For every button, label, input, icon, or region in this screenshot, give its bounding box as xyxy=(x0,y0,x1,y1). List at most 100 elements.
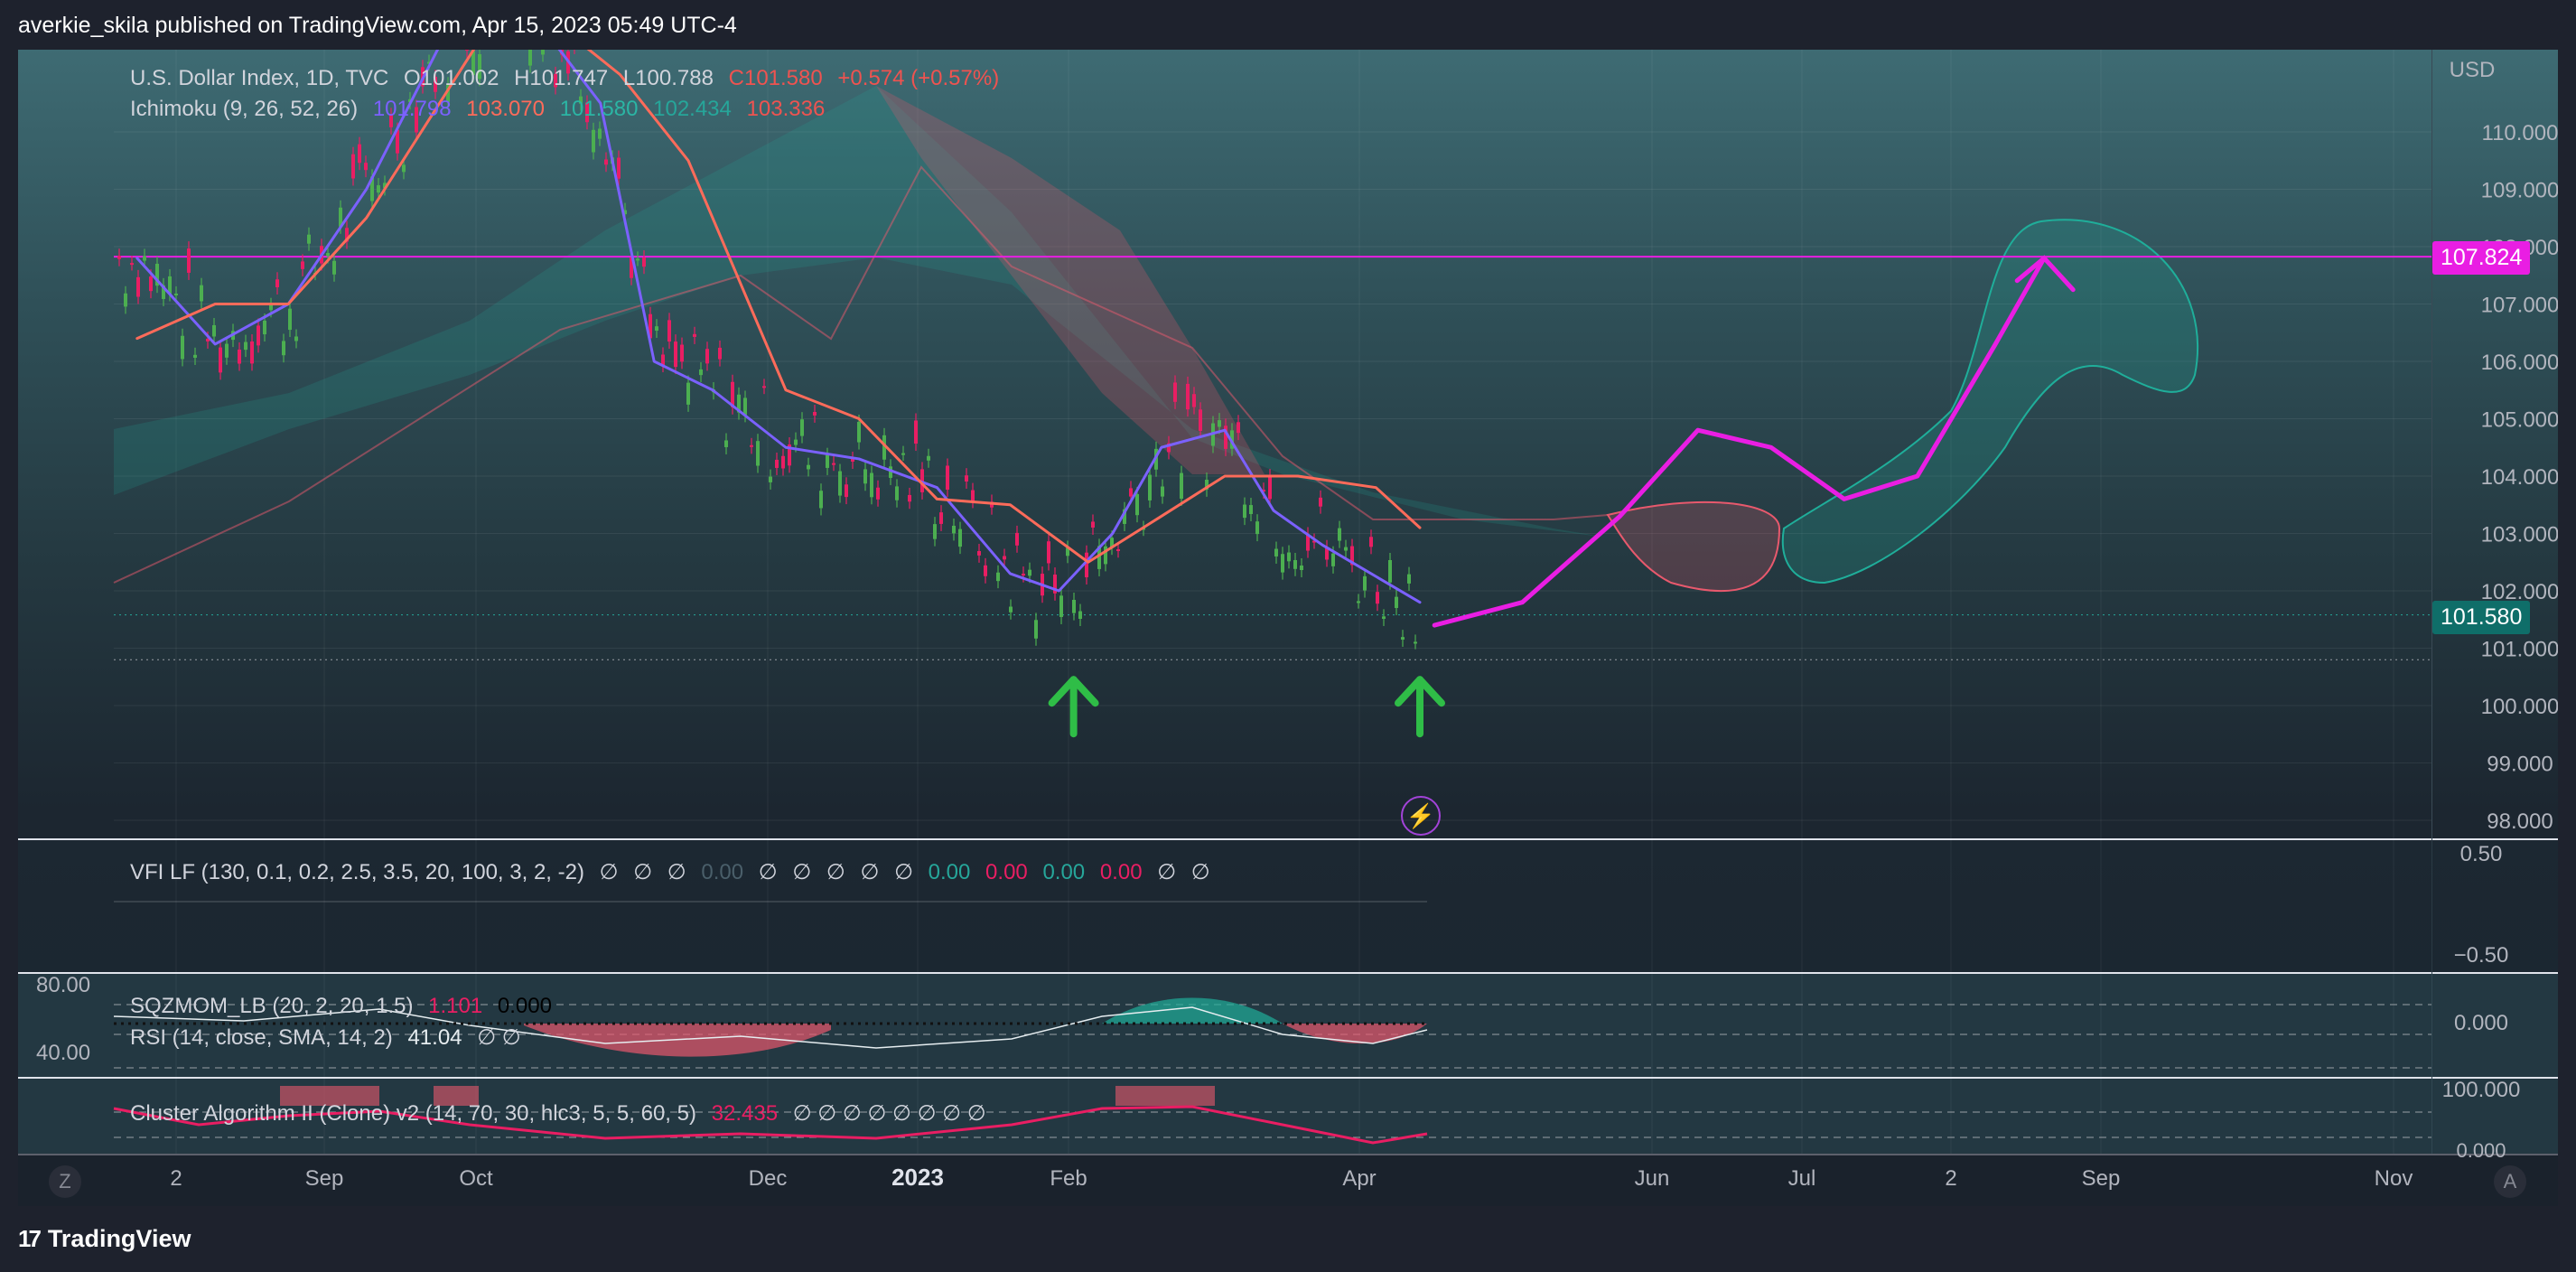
candle-body xyxy=(996,572,1000,582)
pane-separator xyxy=(18,1077,2558,1079)
candle-body xyxy=(857,421,861,443)
tenkan-line xyxy=(135,50,1422,604)
candle-body xyxy=(1300,566,1303,571)
candle-body xyxy=(1059,595,1063,617)
chart-frame[interactable]: 110.000109.000108.000107.000106.000105.0… xyxy=(18,50,2558,1206)
candle-body xyxy=(927,455,930,461)
sqz-legend[interactable]: SQZMOM_LB (20, 2, 20, 1.5) 1.101 0.000 xyxy=(130,994,561,1019)
auto-scale-button[interactable]: A xyxy=(2494,1165,2526,1198)
time-tick-label: 2023 xyxy=(891,1164,944,1191)
candle-body xyxy=(1053,575,1057,594)
candle-body xyxy=(1104,546,1107,565)
candle-body xyxy=(225,343,229,358)
cluster-legend[interactable]: Cluster Algorithm II (Clone) v2 (14, 70,… xyxy=(130,1100,995,1127)
candle-body xyxy=(977,550,981,556)
price-tick-label: 102.000 xyxy=(2481,580,2558,604)
candle-body xyxy=(617,157,621,179)
candle-body xyxy=(332,260,336,275)
candle-body xyxy=(705,349,709,364)
candle-body xyxy=(876,487,880,500)
candle-body xyxy=(1325,547,1329,560)
candle-body xyxy=(269,304,273,311)
candle-body xyxy=(1116,548,1120,551)
candle-body xyxy=(471,51,475,76)
candle-body xyxy=(863,469,867,484)
cluster-zone-red xyxy=(280,1086,379,1106)
up-arrow-icon xyxy=(1395,676,1445,707)
candle-body xyxy=(724,440,728,447)
timezone-button[interactable]: Z xyxy=(49,1165,81,1198)
candle-body xyxy=(826,454,829,468)
candle-body xyxy=(971,490,975,501)
candle-body xyxy=(1274,548,1278,556)
price-tick-label: 106.000 xyxy=(2481,351,2558,375)
candle-body xyxy=(117,256,121,259)
candle-body xyxy=(807,464,810,470)
candle-body xyxy=(396,129,399,154)
candle-body xyxy=(630,257,633,278)
candle-body xyxy=(402,164,406,173)
candle-body xyxy=(389,115,393,127)
rsi-legend[interactable]: RSI (14, close, SMA, 14, 2) 41.04 ∅ ∅ xyxy=(130,1024,530,1051)
candle-body xyxy=(636,258,639,261)
candle-body xyxy=(686,382,690,405)
candle-body xyxy=(168,276,172,295)
vfi-axis-label: 0.50 xyxy=(2460,842,2503,866)
vfi-v14: ∅ xyxy=(1190,860,1210,884)
main-legend[interactable]: U.S. Dollar Index, 1D, TVC O101.002 H101… xyxy=(130,66,1008,91)
tradingview-logo[interactable]: 17 TradingView xyxy=(18,1225,191,1253)
candle-body xyxy=(655,326,658,331)
chart-svg[interactable]: 110.000109.000108.000107.000106.000105.0… xyxy=(18,50,2558,1206)
candle-body xyxy=(1306,534,1310,551)
candle-body xyxy=(1047,541,1050,564)
candle-body xyxy=(838,471,842,496)
candle-body xyxy=(370,176,374,201)
candle-body xyxy=(1192,394,1196,407)
time-tick-label: Nov xyxy=(2375,1166,2413,1191)
candle-body xyxy=(1382,616,1386,619)
candle-body xyxy=(845,484,848,498)
time-tick-label: Oct xyxy=(459,1166,493,1191)
candle-body xyxy=(1009,606,1013,613)
cluster-label: Cluster Algorithm II (Clone) v2 (14, 70,… xyxy=(130,1101,696,1126)
vfi-v11: 0.00 xyxy=(1042,860,1086,884)
candle-body xyxy=(1262,490,1265,492)
candle-body xyxy=(238,349,241,364)
candle-body xyxy=(1312,540,1316,543)
ichimoku-legend[interactable]: Ichimoku (9, 26, 52, 26) 101.798 103.070… xyxy=(130,97,834,122)
candle-body xyxy=(1401,637,1405,640)
pane-separator xyxy=(18,1154,2558,1155)
vfi-v0: ∅ xyxy=(599,860,619,884)
price-axis-border xyxy=(2431,50,2432,1154)
candle-body xyxy=(1338,528,1341,541)
candle-body xyxy=(800,419,804,436)
vfi-legend[interactable]: VFI LF (130, 0.1, 0.2, 2.5, 3.5, 20, 100… xyxy=(130,859,1219,885)
sqz-axis-label: 0.000 xyxy=(2454,1011,2508,1035)
lightning-icon[interactable]: ⚡ xyxy=(1401,796,1441,836)
candle-body xyxy=(1395,596,1398,608)
candle-body xyxy=(307,234,311,244)
candle-body xyxy=(1350,546,1354,566)
candle-body xyxy=(181,335,184,360)
candle-body xyxy=(200,285,203,302)
candle-body xyxy=(946,465,949,491)
candle-body xyxy=(819,491,823,509)
candle-body xyxy=(933,524,937,539)
brand-name: TradingView xyxy=(47,1225,191,1252)
candle-body xyxy=(1072,600,1076,613)
candle-body xyxy=(870,472,873,498)
candle-body xyxy=(769,476,772,482)
candle-body xyxy=(579,96,583,104)
candle-body xyxy=(301,261,304,269)
ichimoku-span-b: 103.336 xyxy=(746,97,826,121)
candle-body xyxy=(478,53,481,80)
close-value: C101.580 xyxy=(728,66,823,90)
price-tick-label: 100.000 xyxy=(2481,695,2558,719)
ichimoku-cloud-red xyxy=(876,86,1265,474)
candle-body xyxy=(1022,574,1025,576)
candle-body xyxy=(1003,556,1006,560)
candle-body xyxy=(731,381,734,407)
publisher-line: averkie_skila published on TradingView.c… xyxy=(18,12,737,38)
candle-body xyxy=(1414,641,1417,644)
candle-body xyxy=(851,458,854,462)
